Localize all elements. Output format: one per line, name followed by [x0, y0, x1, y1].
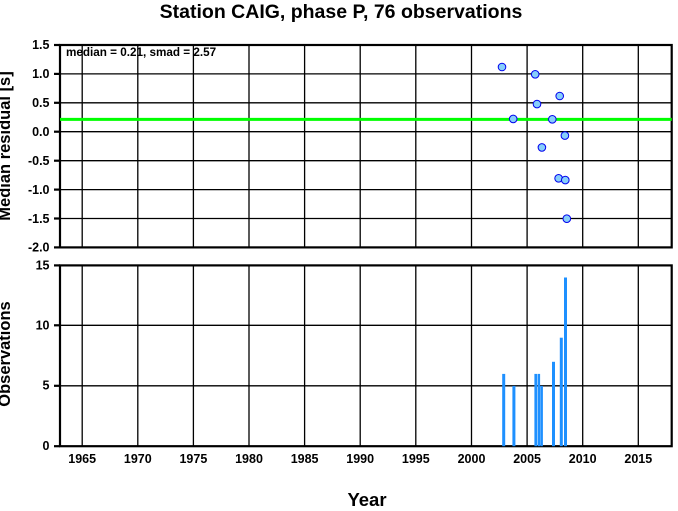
svg-text:2000: 2000 [458, 452, 486, 466]
svg-text:1.5: 1.5 [32, 38, 49, 52]
svg-text:5: 5 [43, 379, 50, 393]
svg-text:1.0: 1.0 [32, 67, 49, 81]
svg-text:1975: 1975 [179, 452, 207, 466]
svg-text:10: 10 [36, 319, 50, 333]
svg-text:1970: 1970 [124, 452, 152, 466]
svg-text:-1.0: -1.0 [28, 183, 50, 197]
svg-text:0.0: 0.0 [32, 125, 49, 139]
svg-text:0.5: 0.5 [32, 96, 49, 110]
svg-text:Observations: Observations [0, 301, 14, 406]
svg-text:1995: 1995 [402, 452, 430, 466]
svg-text:1980: 1980 [235, 452, 263, 466]
svg-text:Median residual [s]: Median residual [s] [0, 71, 14, 220]
svg-text:2015: 2015 [624, 452, 652, 466]
svg-text:15: 15 [36, 259, 50, 273]
svg-text:Station CAIG, phase P, 76 obse: Station CAIG, phase P, 76 observations [160, 1, 523, 23]
svg-text:-0.5: -0.5 [28, 154, 50, 168]
svg-text:1985: 1985 [291, 452, 319, 466]
svg-text:1990: 1990 [346, 452, 374, 466]
svg-text:1965: 1965 [68, 452, 96, 466]
svg-text:2005: 2005 [513, 452, 541, 466]
svg-text:median = 0.21, smad = 2.57: median = 0.21, smad = 2.57 [66, 46, 216, 59]
svg-text:2010: 2010 [569, 452, 597, 466]
svg-text:Year: Year [347, 489, 386, 510]
svg-text:-1.5: -1.5 [28, 212, 50, 226]
svg-text:0: 0 [43, 439, 50, 453]
svg-text:-2.0: -2.0 [28, 241, 50, 255]
